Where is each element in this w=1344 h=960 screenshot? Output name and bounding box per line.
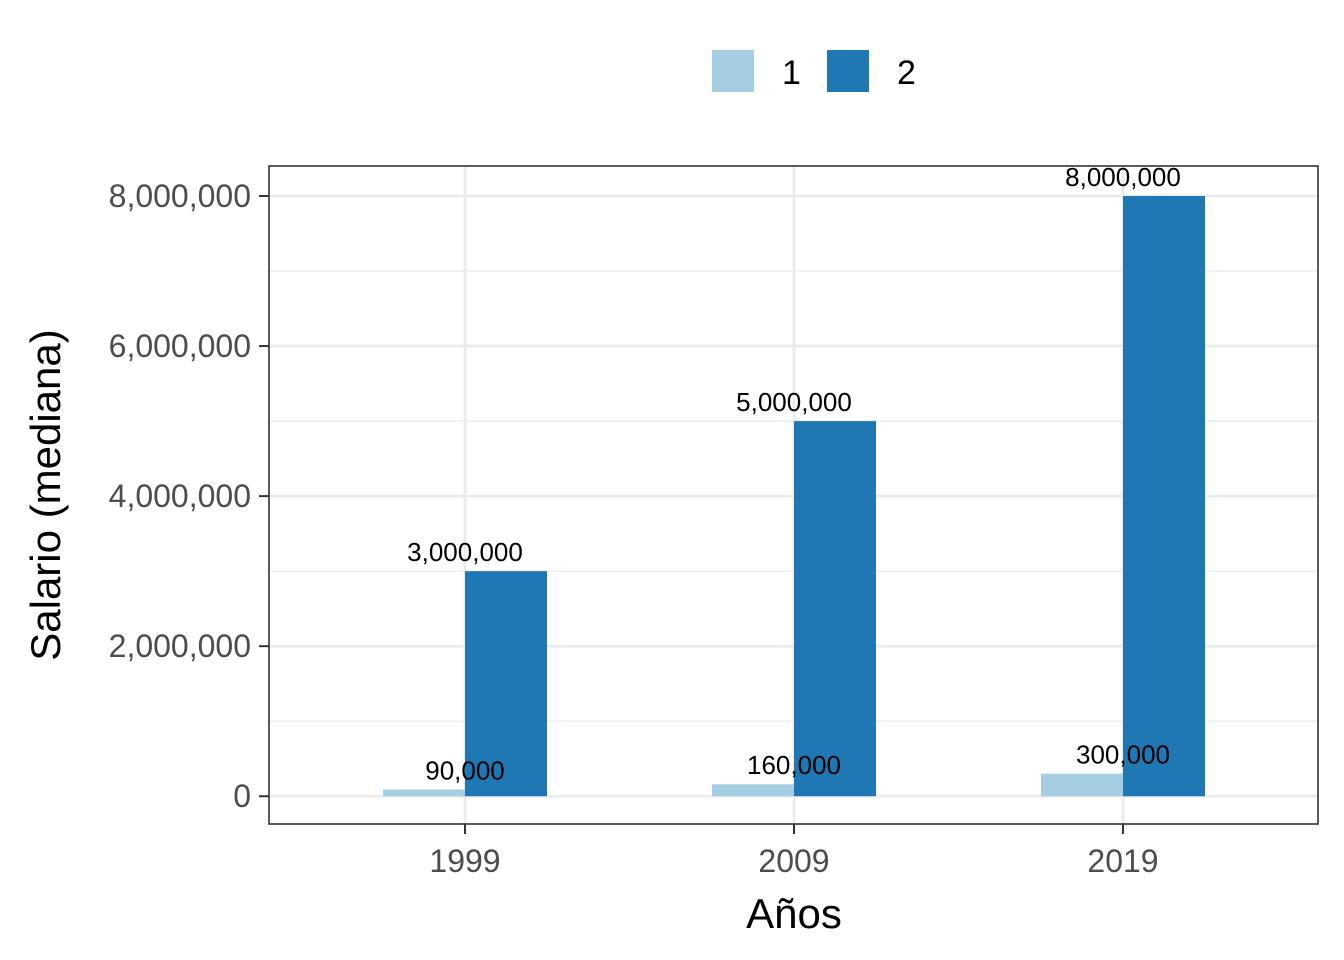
data-label: 3,000,000 <box>407 537 523 567</box>
y-axis: 0 2,000,000 4,000,000 6,000,000 8,000,000 <box>109 178 269 814</box>
legend-key-1 <box>712 50 754 92</box>
bar-series-1-2019 <box>1041 773 1123 797</box>
legend-label-2: 2 <box>897 54 916 92</box>
data-label: 90,000 <box>425 755 505 785</box>
legend-key-2 <box>827 50 869 92</box>
data-label: 300,000 <box>1076 740 1170 770</box>
bars <box>383 196 1205 797</box>
bar-series-2-2009 <box>794 421 876 797</box>
x-tick-label: 2009 <box>758 843 829 879</box>
data-labels: 90,000 160,000 300,000 3,000,000 5,000,000 8,… <box>407 162 1181 785</box>
bar-series-1-2009 <box>712 784 794 797</box>
bar-series-1-1999 <box>383 789 465 797</box>
data-label: 5,000,000 <box>736 387 852 417</box>
x-axis: 1999 2009 2019 <box>429 824 1159 879</box>
x-tick-label: 1999 <box>429 843 500 879</box>
data-label: 8,000,000 <box>1065 162 1181 192</box>
legend-label-1: 1 <box>782 54 801 92</box>
x-tick-label: 2019 <box>1087 843 1158 879</box>
data-label: 160,000 <box>747 750 841 780</box>
y-tick-label: 8,000,000 <box>109 178 251 214</box>
x-axis-title: Años <box>746 890 842 937</box>
bar-series-2-2019 <box>1123 196 1205 797</box>
bar-series-2-1999 <box>465 571 547 797</box>
y-tick-label: 0 <box>233 778 251 814</box>
y-tick-label: 6,000,000 <box>109 328 251 364</box>
y-tick-label: 2,000,000 <box>109 628 251 664</box>
y-axis-title: Salario (mediana) <box>22 329 69 661</box>
y-tick-label: 4,000,000 <box>109 478 251 514</box>
